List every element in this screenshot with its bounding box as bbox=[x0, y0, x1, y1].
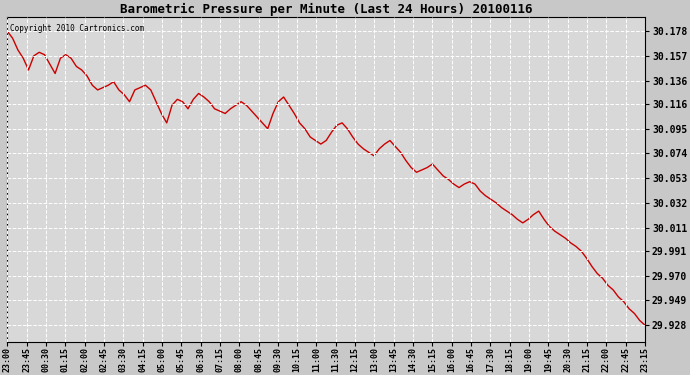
Title: Barometric Pressure per Minute (Last 24 Hours) 20100116: Barometric Pressure per Minute (Last 24 … bbox=[120, 3, 533, 16]
Text: Copyright 2010 Cartronics.com: Copyright 2010 Cartronics.com bbox=[10, 24, 145, 33]
